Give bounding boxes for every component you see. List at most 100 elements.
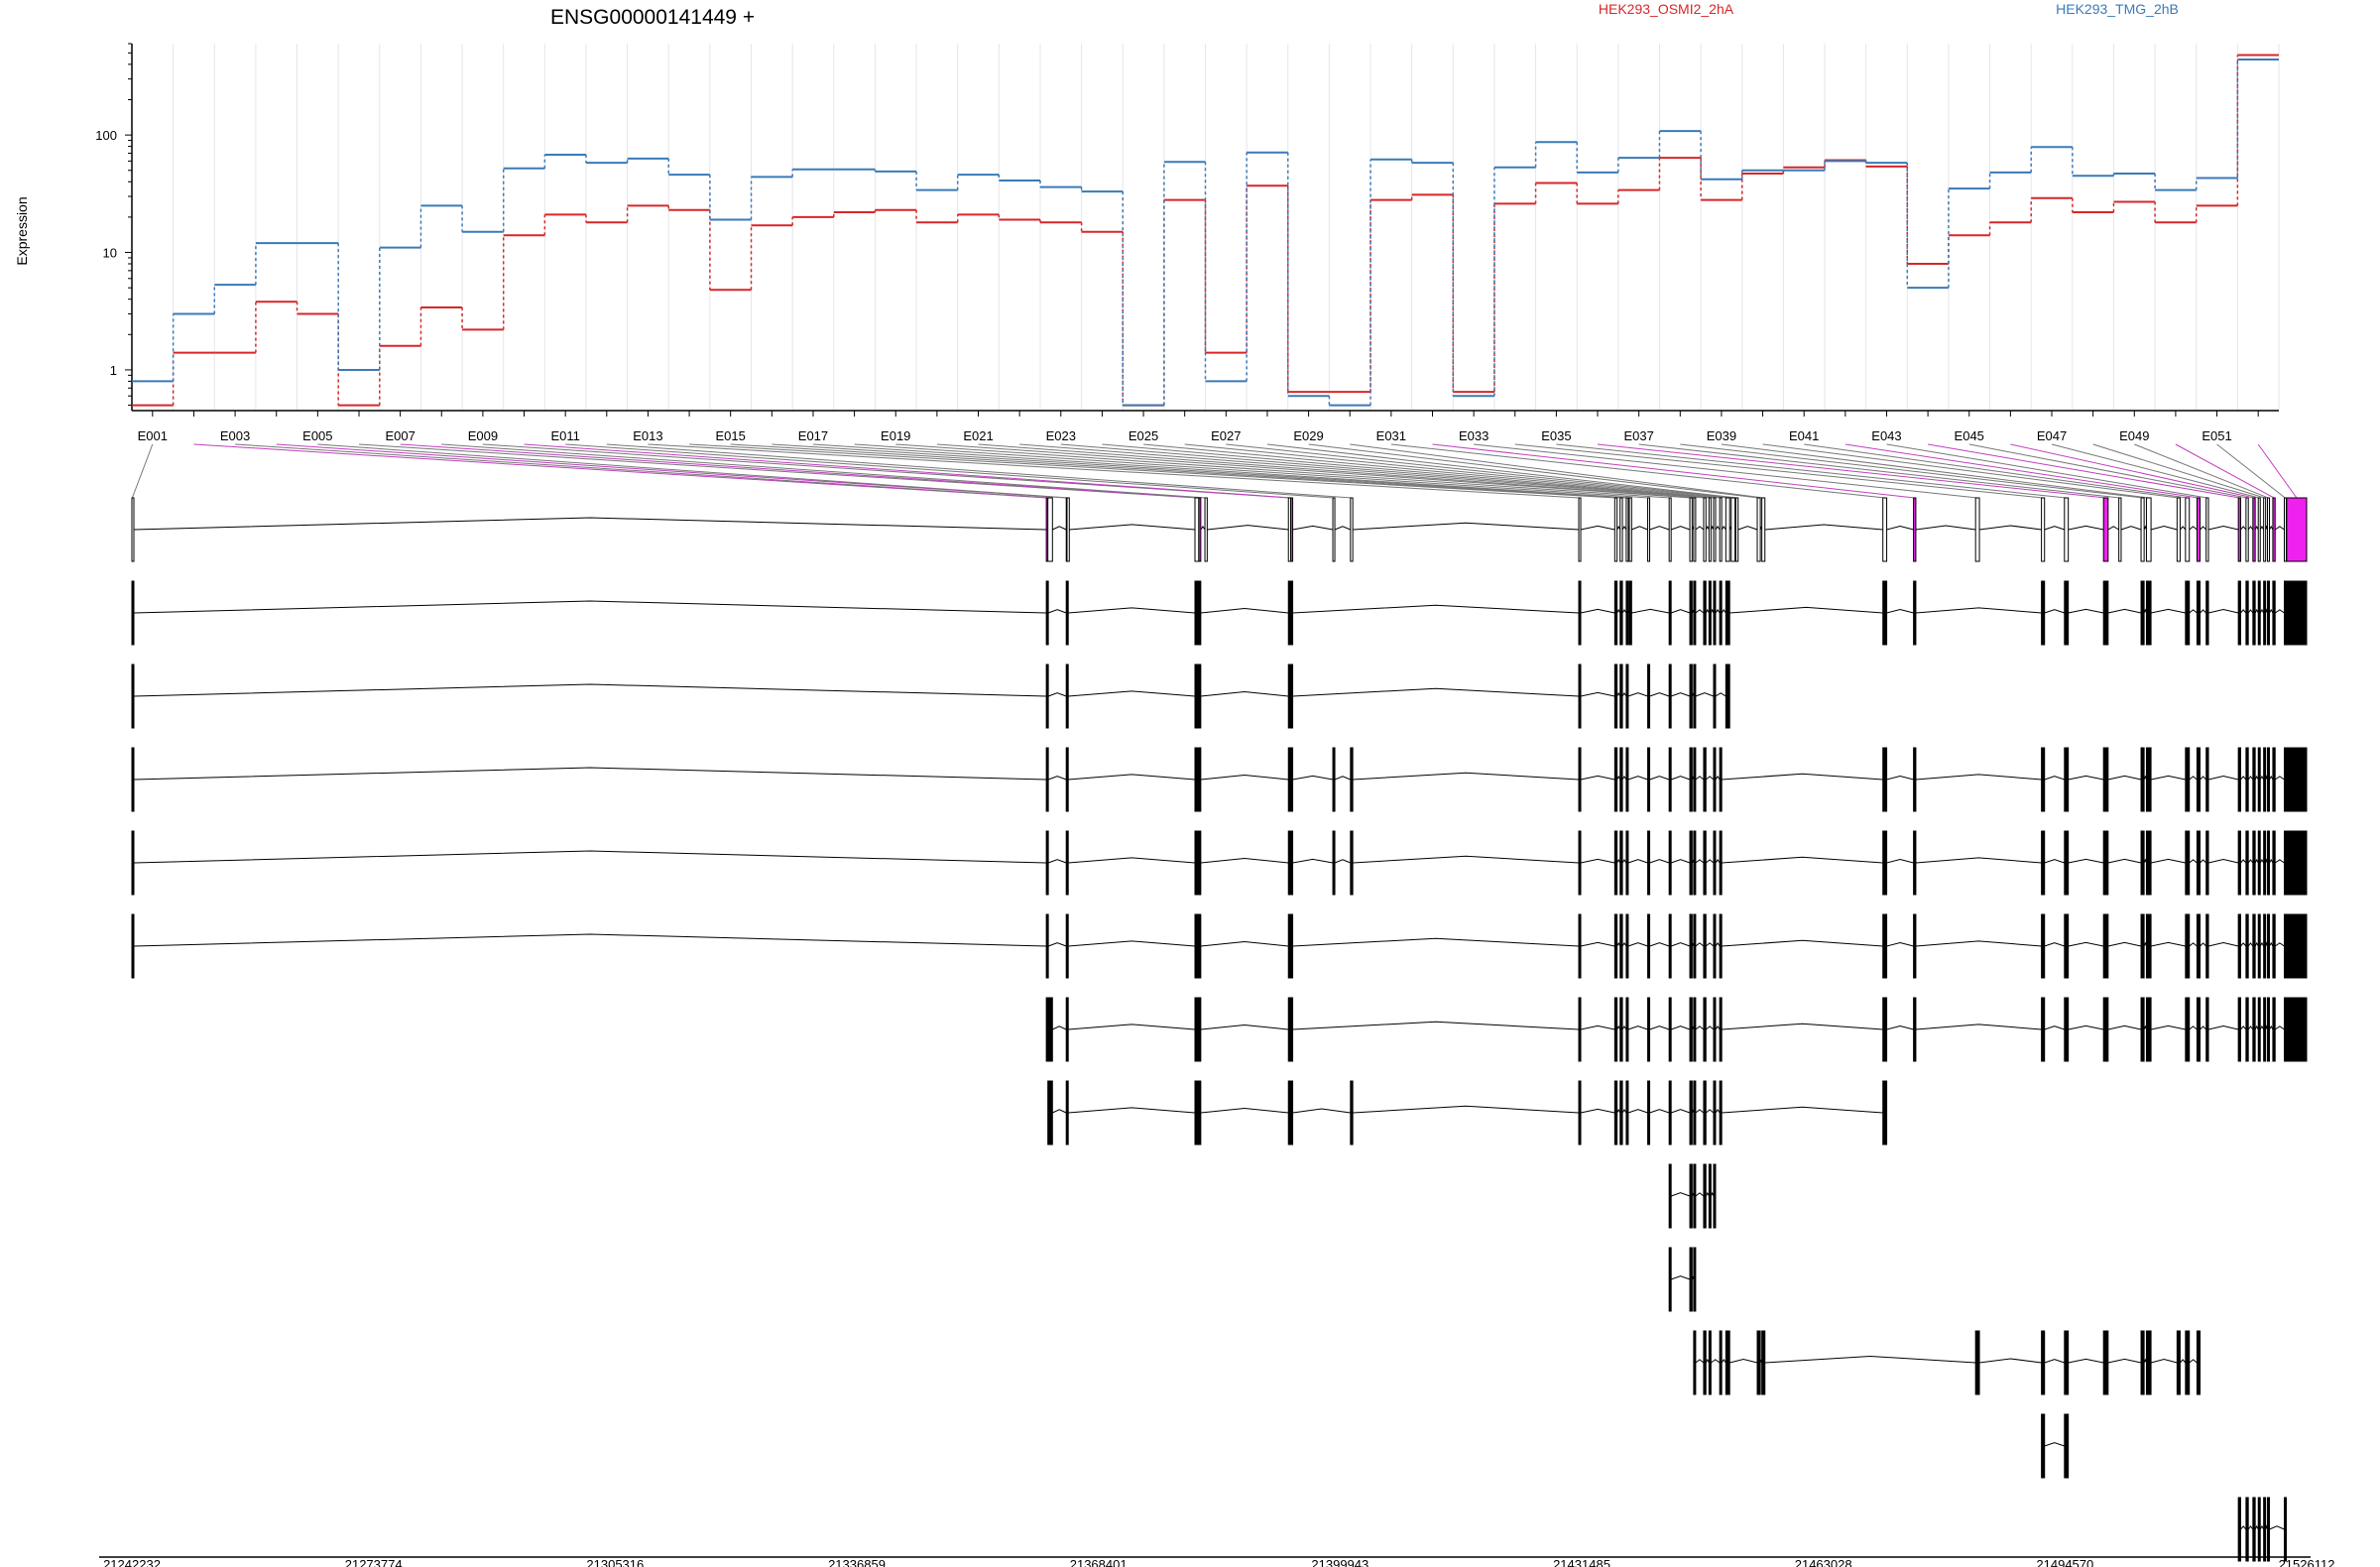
intron	[133, 850, 1047, 864]
intron	[2150, 775, 2186, 781]
intron	[1200, 775, 1289, 781]
transcript-exon	[2185, 1330, 2191, 1395]
genomic-tick-label: 21431485	[1553, 1557, 1610, 1567]
intron	[2254, 775, 2259, 781]
transcript-exon	[1882, 1080, 1888, 1145]
intron	[2207, 608, 2239, 614]
intron	[2068, 1025, 2104, 1030]
transcript-exon	[2185, 747, 2191, 812]
transcript-track	[2237, 1497, 2288, 1562]
exon-tick-label: E019	[881, 428, 910, 443]
exon-connector	[276, 443, 1067, 499]
transcript-exon	[1613, 663, 1618, 729]
intron	[2269, 1025, 2274, 1030]
exon-tick-label: E035	[1541, 428, 1571, 443]
exon-connector	[1390, 443, 1885, 499]
intron	[133, 933, 1047, 947]
exon-block	[1668, 497, 1672, 562]
intron	[1915, 857, 2042, 864]
transcript-exon	[1689, 663, 1693, 729]
transcript-exon	[1974, 1330, 1980, 1395]
intron	[2274, 526, 2285, 531]
transcript-track	[131, 580, 2308, 646]
intron	[1292, 525, 1334, 531]
transcript-exon	[1668, 1163, 1672, 1229]
intron	[1616, 525, 1621, 531]
transcript-exon	[1619, 913, 1623, 979]
transcript-exon	[1647, 830, 1651, 896]
intron	[1705, 608, 1710, 614]
intron	[1705, 1191, 1710, 1197]
transcript-exon	[2064, 830, 2070, 896]
intron	[1292, 1108, 1351, 1114]
exon-connector	[358, 443, 1197, 499]
transcript-exon	[1290, 747, 1294, 812]
exon-connector	[1432, 443, 1915, 499]
exon-block	[2118, 497, 2122, 562]
transcript-exon	[2245, 830, 2249, 896]
intron	[1886, 776, 1914, 781]
transcript-exon	[2205, 997, 2209, 1062]
transcript-exon	[2284, 997, 2288, 1062]
intron	[2254, 525, 2259, 531]
transcript-exon	[1290, 1080, 1294, 1145]
transcript-exon	[1194, 747, 1200, 812]
transcript-exon	[2237, 747, 2241, 812]
intron	[1627, 859, 1648, 864]
transcript-exon	[2237, 997, 2241, 1062]
transcript-exon	[2064, 747, 2070, 812]
transcript-exon	[1332, 747, 1336, 812]
transcript-exon	[1668, 1080, 1672, 1145]
transcript-exon	[2205, 830, 2209, 896]
transcript-exon	[2102, 997, 2109, 1062]
transcript-exon	[1719, 913, 1723, 979]
exon-connector	[1514, 443, 2044, 499]
intron	[2044, 859, 2065, 864]
transcript-exon	[1719, 830, 1723, 896]
intron	[1695, 526, 1705, 531]
exon-block	[1194, 497, 1200, 562]
intron	[2044, 526, 2065, 531]
transcript-exon	[2284, 913, 2288, 979]
transcript-exon	[131, 747, 135, 812]
intron	[1047, 776, 1067, 781]
exon-connectors	[131, 443, 2298, 499]
intron	[1068, 1107, 1196, 1114]
exon-connector	[1143, 443, 1721, 499]
transcript-exon	[1882, 830, 1888, 896]
exon-block	[1625, 497, 1629, 562]
transcript-exon	[1613, 913, 1618, 979]
intron	[1621, 525, 1627, 531]
transcript-exon	[2252, 580, 2256, 646]
transcript-exon	[1625, 997, 1629, 1062]
genomic-tick-label: 21273774	[345, 1557, 403, 1567]
genomic-tick-label: 21399943	[1311, 1557, 1368, 1567]
transcript-exon	[1703, 580, 1707, 646]
transcript-exon	[1913, 580, 1917, 646]
transcript-exon	[1713, 580, 1717, 646]
intron	[2254, 1524, 2259, 1530]
exon-connector	[606, 443, 1353, 499]
intron	[2150, 858, 2186, 864]
transcript-exon	[1693, 830, 1697, 896]
intron	[1671, 609, 1691, 614]
intron	[1715, 609, 1721, 614]
intron	[1200, 1025, 1289, 1030]
intron	[1580, 941, 1615, 947]
intron	[2189, 609, 2198, 614]
intron	[1580, 525, 1615, 531]
intron	[1705, 942, 1715, 947]
intron	[2044, 1442, 2065, 1447]
intron	[2180, 526, 2187, 531]
transcript-exon	[2245, 913, 2249, 979]
transcript-exon	[1703, 747, 1707, 812]
transcript-exon	[2064, 913, 2070, 979]
transcript-exon	[1198, 580, 1202, 646]
exon-connector	[193, 443, 1047, 499]
intron	[1627, 1025, 1648, 1030]
intron	[1068, 1024, 1196, 1030]
transcript-exon	[2064, 1413, 2070, 1479]
exon-axis-ticks: E001 E003 E005 E007 E009 E011 E013 E015 E017 E019…	[138, 411, 2259, 443]
transcript-exon	[1578, 997, 1582, 1062]
transcript-exon	[2237, 580, 2241, 646]
